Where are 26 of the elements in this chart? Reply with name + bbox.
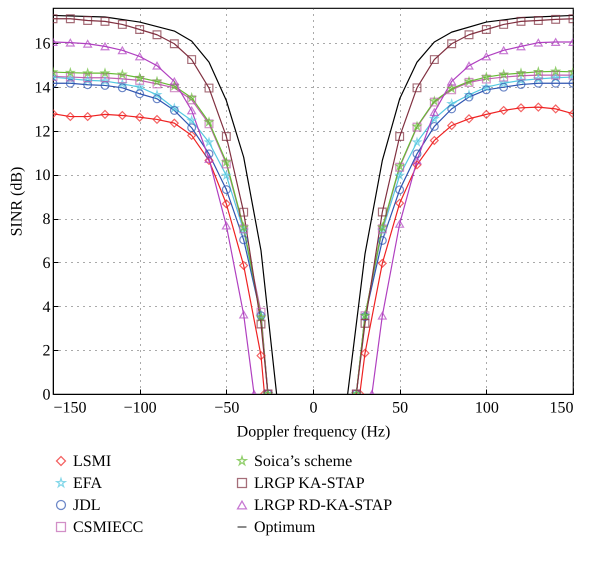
x-axis-title: Doppler frequency (Hz) xyxy=(236,424,390,440)
y-tick-label: 12 xyxy=(34,123,50,140)
x-tick-label: 50 xyxy=(392,400,408,416)
y-tick-label: 6 xyxy=(42,254,50,272)
x-tick-label: −150 xyxy=(54,400,87,416)
legend-label: Soica’s scheme xyxy=(254,453,352,470)
legend-label: EFA xyxy=(73,475,102,492)
x-tick-label: 150 xyxy=(550,400,574,416)
legend-label: Optimum xyxy=(254,519,316,536)
x-tick-label: −100 xyxy=(124,400,157,416)
legend-label: LRGP KA-STAP xyxy=(254,475,365,492)
y-axis-title: SINR (dB) xyxy=(8,166,26,236)
legend-label: JDL xyxy=(73,497,101,514)
y-tick-label: 14 xyxy=(34,79,50,96)
y-tick-label: 4 xyxy=(42,298,50,316)
y-tick-label: 8 xyxy=(42,211,50,228)
y-tick-label: 0 xyxy=(42,386,50,404)
x-tick-label: −50 xyxy=(214,400,240,416)
legend-label: LSMI xyxy=(73,453,112,470)
y-tick-label: 2 xyxy=(42,342,50,360)
x-tick-label: 0 xyxy=(310,400,318,416)
legend-label: LRGP RD-KA-STAP xyxy=(254,497,392,514)
y-tick-label: 16 xyxy=(34,36,50,53)
legend-label: CSMIECC xyxy=(73,519,144,536)
x-tick-label: 100 xyxy=(474,400,499,416)
y-tick-label: 10 xyxy=(34,167,50,184)
